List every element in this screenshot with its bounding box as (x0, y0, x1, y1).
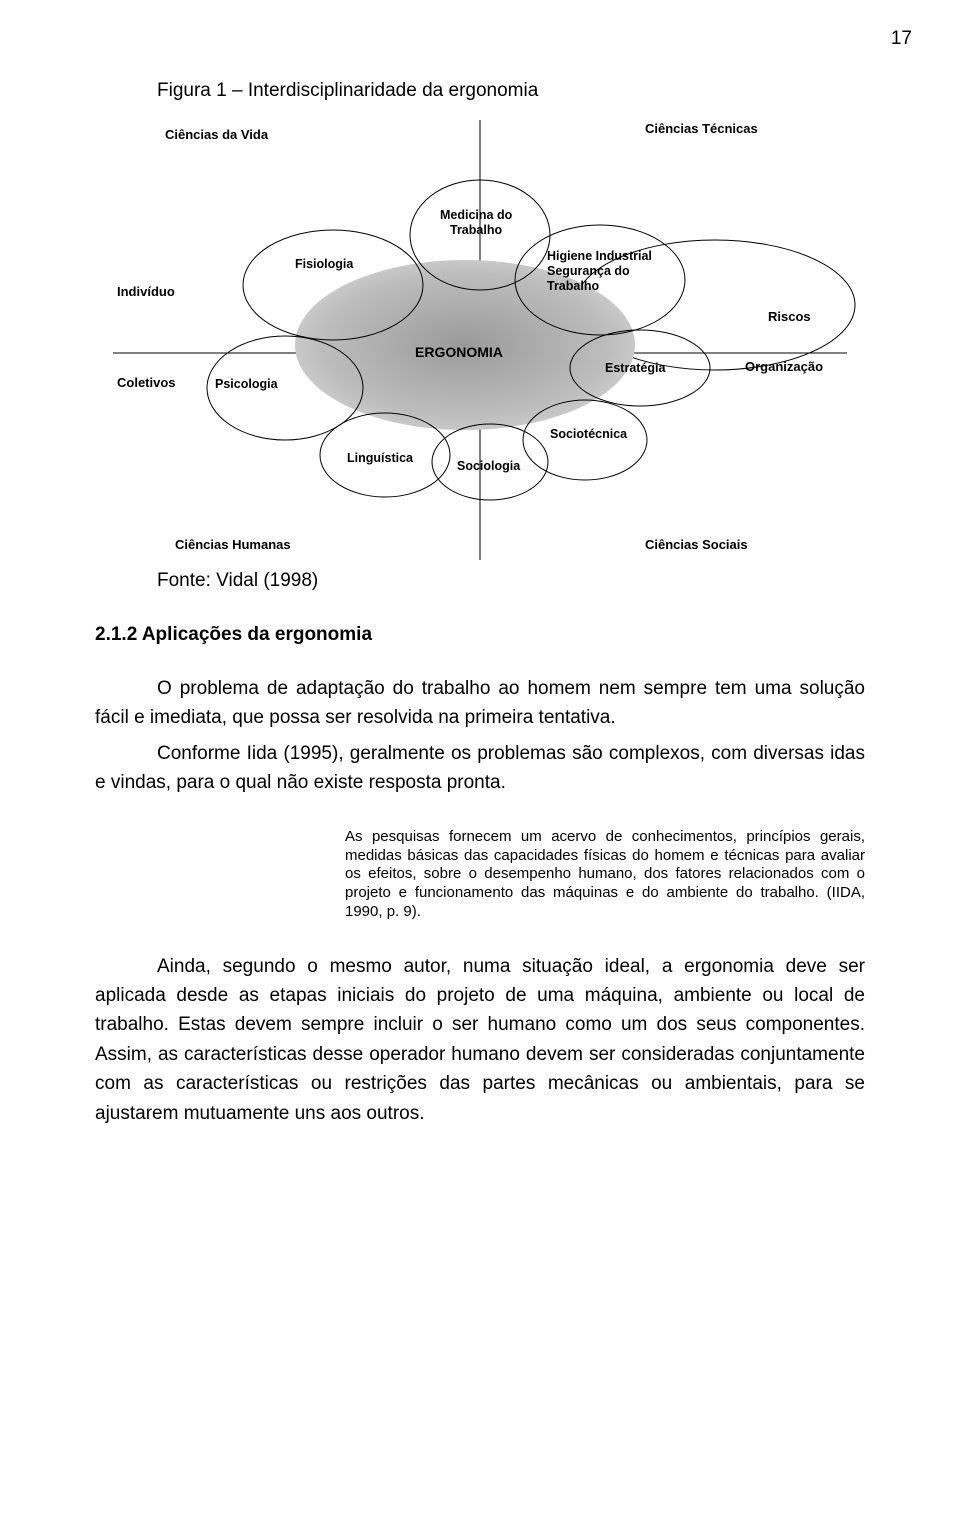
venn-diagram-svg (95, 120, 865, 560)
label-higiene-l1: Higiene Industrial (547, 250, 652, 264)
label-fisiologia: Fisiologia (295, 258, 353, 272)
page-number: 17 (891, 28, 912, 50)
label-riscos: Riscos (768, 310, 811, 324)
label-higiene-l3: Trabalho (547, 280, 599, 294)
label-estrategia: Estratégia (605, 362, 665, 376)
label-ciencias-sociais: Ciências Sociais (645, 538, 748, 552)
figure-source: Fonte: Vidal (1998) (157, 570, 865, 592)
body-para-3: Ainda, segundo o mesmo autor, numa situa… (95, 952, 865, 1129)
block-quote: As pesquisas fornecem um acervo de conhe… (345, 828, 865, 922)
body-para-1: O problema de adaptação do trabalho ao h… (95, 674, 865, 733)
section-heading: 2.1.2 Aplicações da ergonomia (95, 624, 865, 646)
label-medicina-l1: Medicina do (440, 209, 512, 223)
label-sociotecnica: Sociotécnica (550, 428, 627, 442)
label-sociologia: Sociologia (457, 460, 520, 474)
label-psicologia: Psicologia (215, 378, 278, 392)
label-coletivos: Coletivos (117, 376, 176, 390)
label-ciencias-humanas: Ciências Humanas (175, 538, 291, 552)
label-higiene-l2: Segurança do (547, 265, 630, 279)
label-ciencias-da-vida: Ciências da Vida (165, 128, 268, 142)
label-individuo: Indivíduo (117, 285, 175, 299)
diagram-container: Ciências da Vida Ciências Técnicas Ciênc… (95, 120, 865, 560)
body-para-2: Conforme Iida (1995), geralmente os prob… (95, 739, 865, 798)
label-linguistica: Linguística (347, 452, 413, 466)
label-organizacao: Organização (745, 360, 823, 374)
label-medicina-l2: Trabalho (450, 224, 502, 238)
figure-title: Figura 1 – Interdisciplinaridade da ergo… (157, 80, 865, 102)
label-ergonomia: ERGONOMIA (415, 345, 503, 360)
page-container: 17 Figura 1 – Interdisciplinaridade da e… (0, 0, 960, 1515)
label-ciencias-tecnicas: Ciências Técnicas (645, 122, 758, 136)
